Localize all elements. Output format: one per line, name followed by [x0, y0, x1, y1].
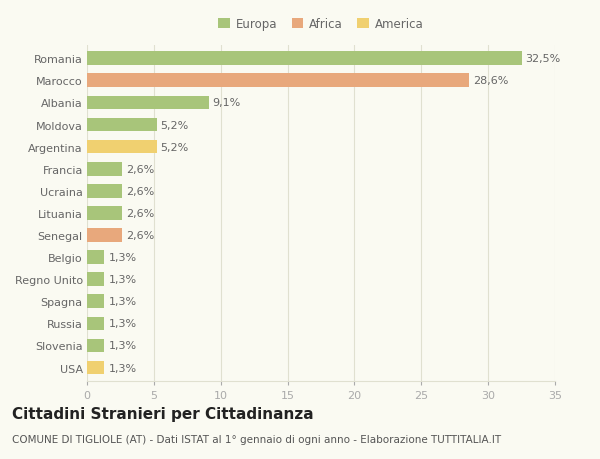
Text: 2,6%: 2,6%: [126, 186, 154, 196]
Text: 1,3%: 1,3%: [109, 297, 137, 307]
Bar: [87, 162, 122, 176]
Text: 2,6%: 2,6%: [126, 230, 154, 241]
Text: 5,2%: 5,2%: [161, 120, 189, 130]
Text: 32,5%: 32,5%: [526, 54, 561, 64]
Text: 1,3%: 1,3%: [109, 363, 137, 373]
Bar: [87, 317, 104, 330]
Text: 9,1%: 9,1%: [212, 98, 241, 108]
Bar: [87, 96, 209, 110]
Text: 1,3%: 1,3%: [109, 319, 137, 329]
Bar: [87, 295, 104, 308]
Bar: [87, 207, 122, 220]
Bar: [87, 229, 122, 242]
Bar: [87, 251, 104, 264]
Bar: [87, 185, 122, 198]
Text: 2,6%: 2,6%: [126, 208, 154, 218]
Text: 5,2%: 5,2%: [161, 142, 189, 152]
Legend: Europa, Africa, America: Europa, Africa, America: [214, 13, 428, 36]
Text: 1,3%: 1,3%: [109, 274, 137, 285]
Text: COMUNE DI TIGLIOLE (AT) - Dati ISTAT al 1° gennaio di ogni anno - Elaborazione T: COMUNE DI TIGLIOLE (AT) - Dati ISTAT al …: [12, 434, 501, 444]
Bar: [87, 140, 157, 154]
Text: 28,6%: 28,6%: [473, 76, 509, 86]
Text: 1,3%: 1,3%: [109, 341, 137, 351]
Bar: [87, 339, 104, 353]
Text: Cittadini Stranieri per Cittadinanza: Cittadini Stranieri per Cittadinanza: [12, 406, 314, 421]
Bar: [87, 52, 521, 66]
Bar: [87, 118, 157, 132]
Bar: [87, 361, 104, 375]
Text: 2,6%: 2,6%: [126, 164, 154, 174]
Bar: [87, 74, 469, 88]
Bar: [87, 273, 104, 286]
Text: 1,3%: 1,3%: [109, 252, 137, 263]
